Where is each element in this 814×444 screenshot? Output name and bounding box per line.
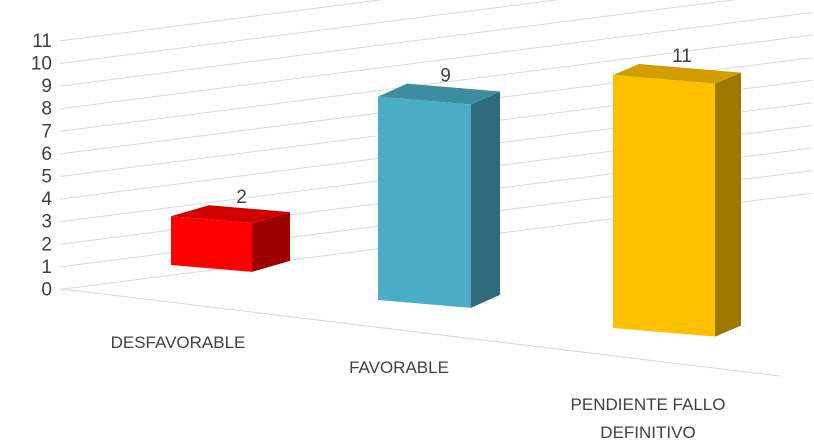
bars	[171, 64, 741, 337]
floor-front-edge	[77, 290, 781, 377]
y-tick-label-10: 10	[31, 54, 52, 75]
y-tick-label-6: 6	[41, 144, 52, 165]
y-tick-label-8: 8	[41, 99, 52, 120]
y-tick-label-4: 4	[41, 189, 52, 210]
bar-front-face	[613, 75, 715, 337]
category-label-0: DESFAVORABLE	[111, 333, 246, 352]
data-label-1: 9	[440, 66, 451, 87]
bar-front-face	[378, 96, 471, 308]
y-tick-label-0: 0	[41, 280, 52, 301]
bar-2	[613, 64, 741, 337]
y-tick-label-9: 9	[41, 76, 52, 97]
y-tick-label-5: 5	[41, 167, 52, 188]
gridline-10	[59, 0, 561, 64]
bar-side-face	[252, 212, 290, 272]
data-labels: 2 9 11	[236, 46, 692, 208]
category-label-1: FAVORABLE	[349, 358, 449, 377]
bar-side-face	[471, 91, 500, 308]
y-tick-label-11: 11	[32, 31, 52, 52]
bar-front-face	[171, 216, 252, 272]
y-tick-label-2: 2	[41, 234, 52, 255]
floor-side-edge	[59, 289, 79, 292]
y-tick-label-7: 7	[41, 121, 52, 142]
data-label-0: 2	[236, 187, 247, 208]
bar-1	[378, 83, 500, 308]
category-label-2: PENDIENTE FALLO DEFINITIVO	[571, 395, 726, 442]
data-label-2: 11	[672, 46, 692, 67]
bar-top-face	[613, 64, 741, 84]
category-labels: DESFAVORABLE FAVORABLE PENDIENTE FALLO DEFI…	[111, 333, 726, 442]
bar-top-face	[378, 83, 500, 105]
gridline-8	[59, 11, 813, 110]
bar-0	[171, 205, 290, 272]
bar-top-face	[171, 205, 290, 224]
gridline-11	[59, 0, 384, 42]
gridline-9	[59, 0, 737, 87]
y-tick-label-3: 3	[41, 212, 52, 233]
bar-side-face	[715, 72, 741, 337]
y-tick-label-1: 1	[41, 257, 52, 278]
gridline-7	[59, 34, 813, 132]
